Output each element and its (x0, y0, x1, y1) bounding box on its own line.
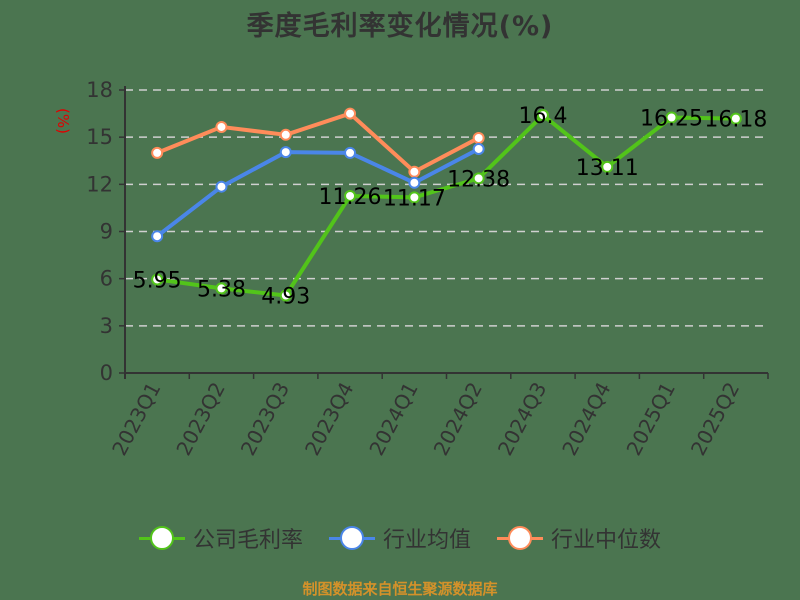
chart-title: 季度毛利率变化情况(%) (246, 11, 554, 42)
x-tick-label: 2023Q2 (171, 378, 229, 459)
x-tick-label: 2023Q1 (107, 378, 165, 459)
data-point[interactable] (408, 191, 421, 204)
data-point[interactable] (472, 142, 485, 155)
series-line (151, 109, 742, 302)
legend-marker-icon (328, 526, 375, 550)
legend-label: 公司毛利率 (192, 528, 303, 553)
data-point[interactable] (344, 107, 357, 120)
x-tick-label: 2023Q4 (300, 378, 358, 459)
data-point[interactable] (729, 112, 742, 125)
y-tick-label: 18 (86, 78, 113, 102)
series-line (151, 142, 485, 243)
data-point[interactable] (344, 146, 357, 159)
data-point[interactable] (215, 282, 228, 295)
data-point[interactable] (601, 160, 614, 173)
data-label: 12.38 (447, 167, 510, 192)
data-point[interactable] (151, 273, 164, 286)
data-label: 16.18 (704, 108, 767, 133)
data-point[interactable] (472, 131, 485, 144)
data-point[interactable] (279, 128, 292, 141)
legend-label: 行业中位数 (551, 528, 662, 553)
data-point[interactable] (408, 165, 421, 178)
data-point[interactable] (215, 120, 228, 133)
y-tick-label: 15 (86, 125, 113, 149)
data-label: 11.26 (319, 185, 382, 210)
data-label: 11.17 (383, 186, 446, 211)
data-point[interactable] (472, 172, 485, 185)
data-point[interactable] (279, 146, 292, 159)
y-tick-label: 12 (86, 172, 113, 196)
legend-marker-icon (497, 526, 543, 550)
data-point[interactable] (536, 109, 549, 122)
y-tick-label: 0 (100, 361, 113, 385)
data-point[interactable] (151, 146, 164, 159)
data-label: 4.93 (261, 284, 310, 309)
y-tick-label: 3 (100, 314, 113, 338)
data-label: 5.38 (197, 277, 246, 302)
x-tick-label: 2024Q4 (557, 378, 615, 459)
data-point[interactable] (151, 230, 164, 243)
x-tick-label: 2023Q3 (236, 378, 294, 459)
data-label: 16.25 (640, 107, 703, 132)
x-tick-label: 2025Q1 (622, 378, 680, 459)
data-source-note: 制图数据来自恒生聚源数据库 (302, 580, 498, 598)
x-tick-label: 2025Q2 (686, 378, 744, 459)
legend-label: 行业均值 (382, 528, 471, 553)
legend-marker-icon (138, 526, 185, 550)
data-label: 5.95 (133, 268, 182, 293)
data-point[interactable] (344, 189, 357, 202)
x-tick-label: 2024Q1 (364, 378, 422, 459)
data-point[interactable] (279, 289, 292, 302)
data-point[interactable] (215, 180, 228, 193)
series-line (151, 107, 485, 178)
legend: 公司毛利率 行业均值 行业中位数 (0, 522, 800, 554)
y-tick-label: 9 (100, 220, 113, 244)
data-point[interactable] (408, 176, 421, 189)
x-tick-label: 2024Q3 (493, 378, 551, 459)
data-label: 13.11 (576, 156, 639, 181)
legend-item-company[interactable]: 公司毛利率 (138, 522, 303, 554)
legend-item-industry-avg[interactable]: 行业均值 (328, 522, 471, 554)
x-tick-label: 2024Q2 (429, 378, 487, 459)
legend-item-industry-median[interactable]: 行业中位数 (497, 522, 661, 554)
data-label: 16.4 (518, 104, 567, 129)
y-tick-label: 6 (100, 267, 113, 291)
data-point[interactable] (665, 111, 678, 124)
